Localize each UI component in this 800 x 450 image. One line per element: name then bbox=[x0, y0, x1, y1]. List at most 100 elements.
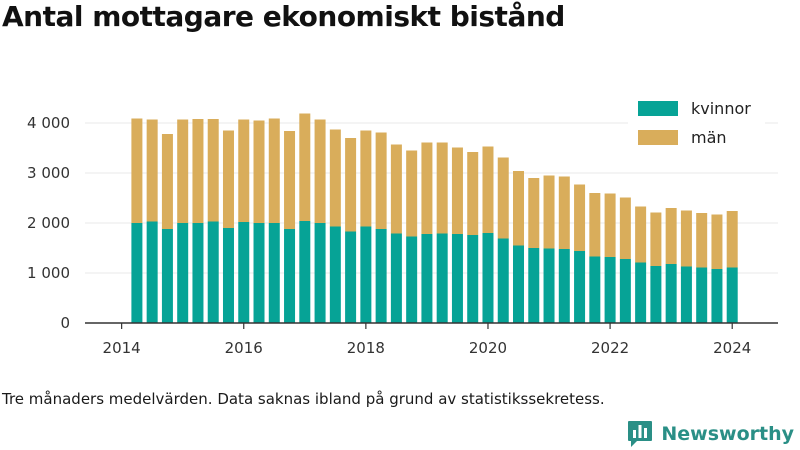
bar-kvinnor bbox=[299, 221, 311, 323]
bar-man bbox=[345, 138, 357, 232]
bar-man bbox=[131, 118, 143, 223]
bar-kvinnor bbox=[238, 222, 250, 323]
x-tick-label: 2014 bbox=[103, 339, 141, 357]
bar-man bbox=[284, 131, 296, 229]
bar-man bbox=[589, 193, 601, 257]
y-tick-label: 4 000 bbox=[27, 114, 70, 132]
chart-title: Antal mottagare ekonomiskt bistånd bbox=[2, 0, 565, 33]
bar-kvinnor bbox=[635, 262, 647, 323]
bar-man bbox=[726, 211, 738, 268]
bar-man bbox=[314, 119, 326, 223]
bar-kvinnor bbox=[574, 251, 586, 323]
x-tick-label: 2018 bbox=[347, 339, 385, 357]
bar-kvinnor bbox=[421, 234, 433, 323]
bar-man bbox=[329, 129, 341, 227]
legend-label: kvinnor bbox=[691, 99, 751, 118]
bar-kvinnor bbox=[314, 223, 326, 323]
bar-man bbox=[299, 113, 311, 221]
bar-kvinnor bbox=[497, 238, 509, 323]
stacked-bar-chart: 0 1 000 2 000 3 000 4 000 2014 2016 2018 2020 202… bbox=[27, 96, 778, 357]
bar-kvinnor bbox=[253, 223, 265, 323]
brand[interactable]: Newsworthy bbox=[627, 420, 794, 448]
bar-man bbox=[650, 212, 662, 266]
bar-kvinnor bbox=[650, 266, 662, 323]
bar-man bbox=[360, 130, 372, 227]
bar-man bbox=[375, 132, 387, 229]
bar-kvinnor bbox=[436, 233, 448, 323]
bar-man bbox=[390, 144, 402, 234]
bar-man bbox=[222, 130, 234, 228]
bar-kvinnor bbox=[268, 223, 280, 323]
y-tick-label: 0 bbox=[60, 314, 70, 332]
legend: kvinnor män bbox=[628, 96, 765, 156]
bar-kvinnor bbox=[345, 231, 357, 323]
bar-man bbox=[161, 134, 173, 229]
bar-kvinnor bbox=[604, 257, 616, 323]
legend-swatch bbox=[638, 130, 678, 145]
bar-kvinnor bbox=[390, 233, 402, 323]
bar-kvinnor bbox=[161, 229, 173, 323]
bar-kvinnor bbox=[528, 248, 540, 323]
bar-kvinnor bbox=[192, 223, 204, 323]
bar-man bbox=[207, 119, 219, 222]
bar-man bbox=[146, 119, 158, 222]
bar-man bbox=[467, 152, 479, 235]
bar-man bbox=[543, 175, 555, 249]
bar-man bbox=[604, 193, 616, 257]
bar-man bbox=[619, 197, 631, 259]
bar-man bbox=[421, 142, 433, 234]
bar-kvinnor bbox=[329, 226, 341, 323]
x-tick-label: 2020 bbox=[469, 339, 507, 357]
bar-man bbox=[635, 206, 647, 263]
bar-kvinnor bbox=[543, 248, 555, 323]
bar-kvinnor bbox=[406, 236, 418, 323]
bar-man bbox=[192, 119, 204, 223]
bar-kvinnor bbox=[222, 228, 234, 323]
bar-kvinnor bbox=[619, 259, 631, 323]
bar-man bbox=[574, 184, 586, 251]
bar-kvinnor bbox=[284, 229, 296, 323]
bar-kvinnor bbox=[680, 266, 692, 323]
x-tick-label: 2022 bbox=[591, 339, 629, 357]
bar-kvinnor bbox=[146, 221, 158, 323]
brand-name: Newsworthy bbox=[661, 423, 794, 445]
bar-man bbox=[482, 146, 494, 233]
bar-man bbox=[513, 171, 525, 246]
y-tick-label: 1 000 bbox=[27, 264, 70, 282]
bar-kvinnor bbox=[665, 264, 677, 323]
bar-kvinnor bbox=[513, 245, 525, 323]
footnote: Tre månaders medelvärden. Data saknas ib… bbox=[2, 390, 605, 408]
bar-man bbox=[268, 118, 280, 223]
x-tick-label: 2024 bbox=[713, 339, 751, 357]
bar-man bbox=[406, 150, 418, 237]
bar-kvinnor bbox=[696, 267, 708, 323]
bar-kvinnor bbox=[589, 256, 601, 323]
bar-man bbox=[177, 119, 189, 223]
bar-man bbox=[665, 208, 677, 264]
bar-kvinnor bbox=[726, 267, 738, 323]
bar-kvinnor bbox=[558, 249, 570, 323]
chat-bubble-bar-chart-icon bbox=[628, 421, 653, 447]
bar-man bbox=[451, 147, 463, 234]
bar-kvinnor bbox=[451, 234, 463, 323]
bar-kvinnor bbox=[375, 229, 387, 323]
bar-man bbox=[680, 210, 692, 267]
bar-kvinnor bbox=[711, 269, 723, 323]
bar-man bbox=[238, 119, 250, 222]
bar-man bbox=[711, 214, 723, 269]
bar-kvinnor bbox=[360, 226, 372, 323]
bars bbox=[131, 113, 738, 323]
axes: 0 1 000 2 000 3 000 4 000 2014 2016 2018 2020 202… bbox=[27, 114, 778, 357]
bar-man bbox=[253, 120, 265, 223]
legend-label: män bbox=[691, 128, 727, 147]
bar-kvinnor bbox=[177, 223, 189, 323]
y-tick-label: 3 000 bbox=[27, 164, 70, 182]
legend-swatch bbox=[638, 101, 678, 116]
x-tick-label: 2016 bbox=[225, 339, 263, 357]
bar-kvinnor bbox=[467, 235, 479, 323]
bar-kvinnor bbox=[482, 233, 494, 323]
bar-kvinnor bbox=[131, 223, 143, 323]
bar-man bbox=[528, 178, 540, 248]
bar-kvinnor bbox=[207, 221, 219, 323]
bar-man bbox=[558, 176, 570, 249]
